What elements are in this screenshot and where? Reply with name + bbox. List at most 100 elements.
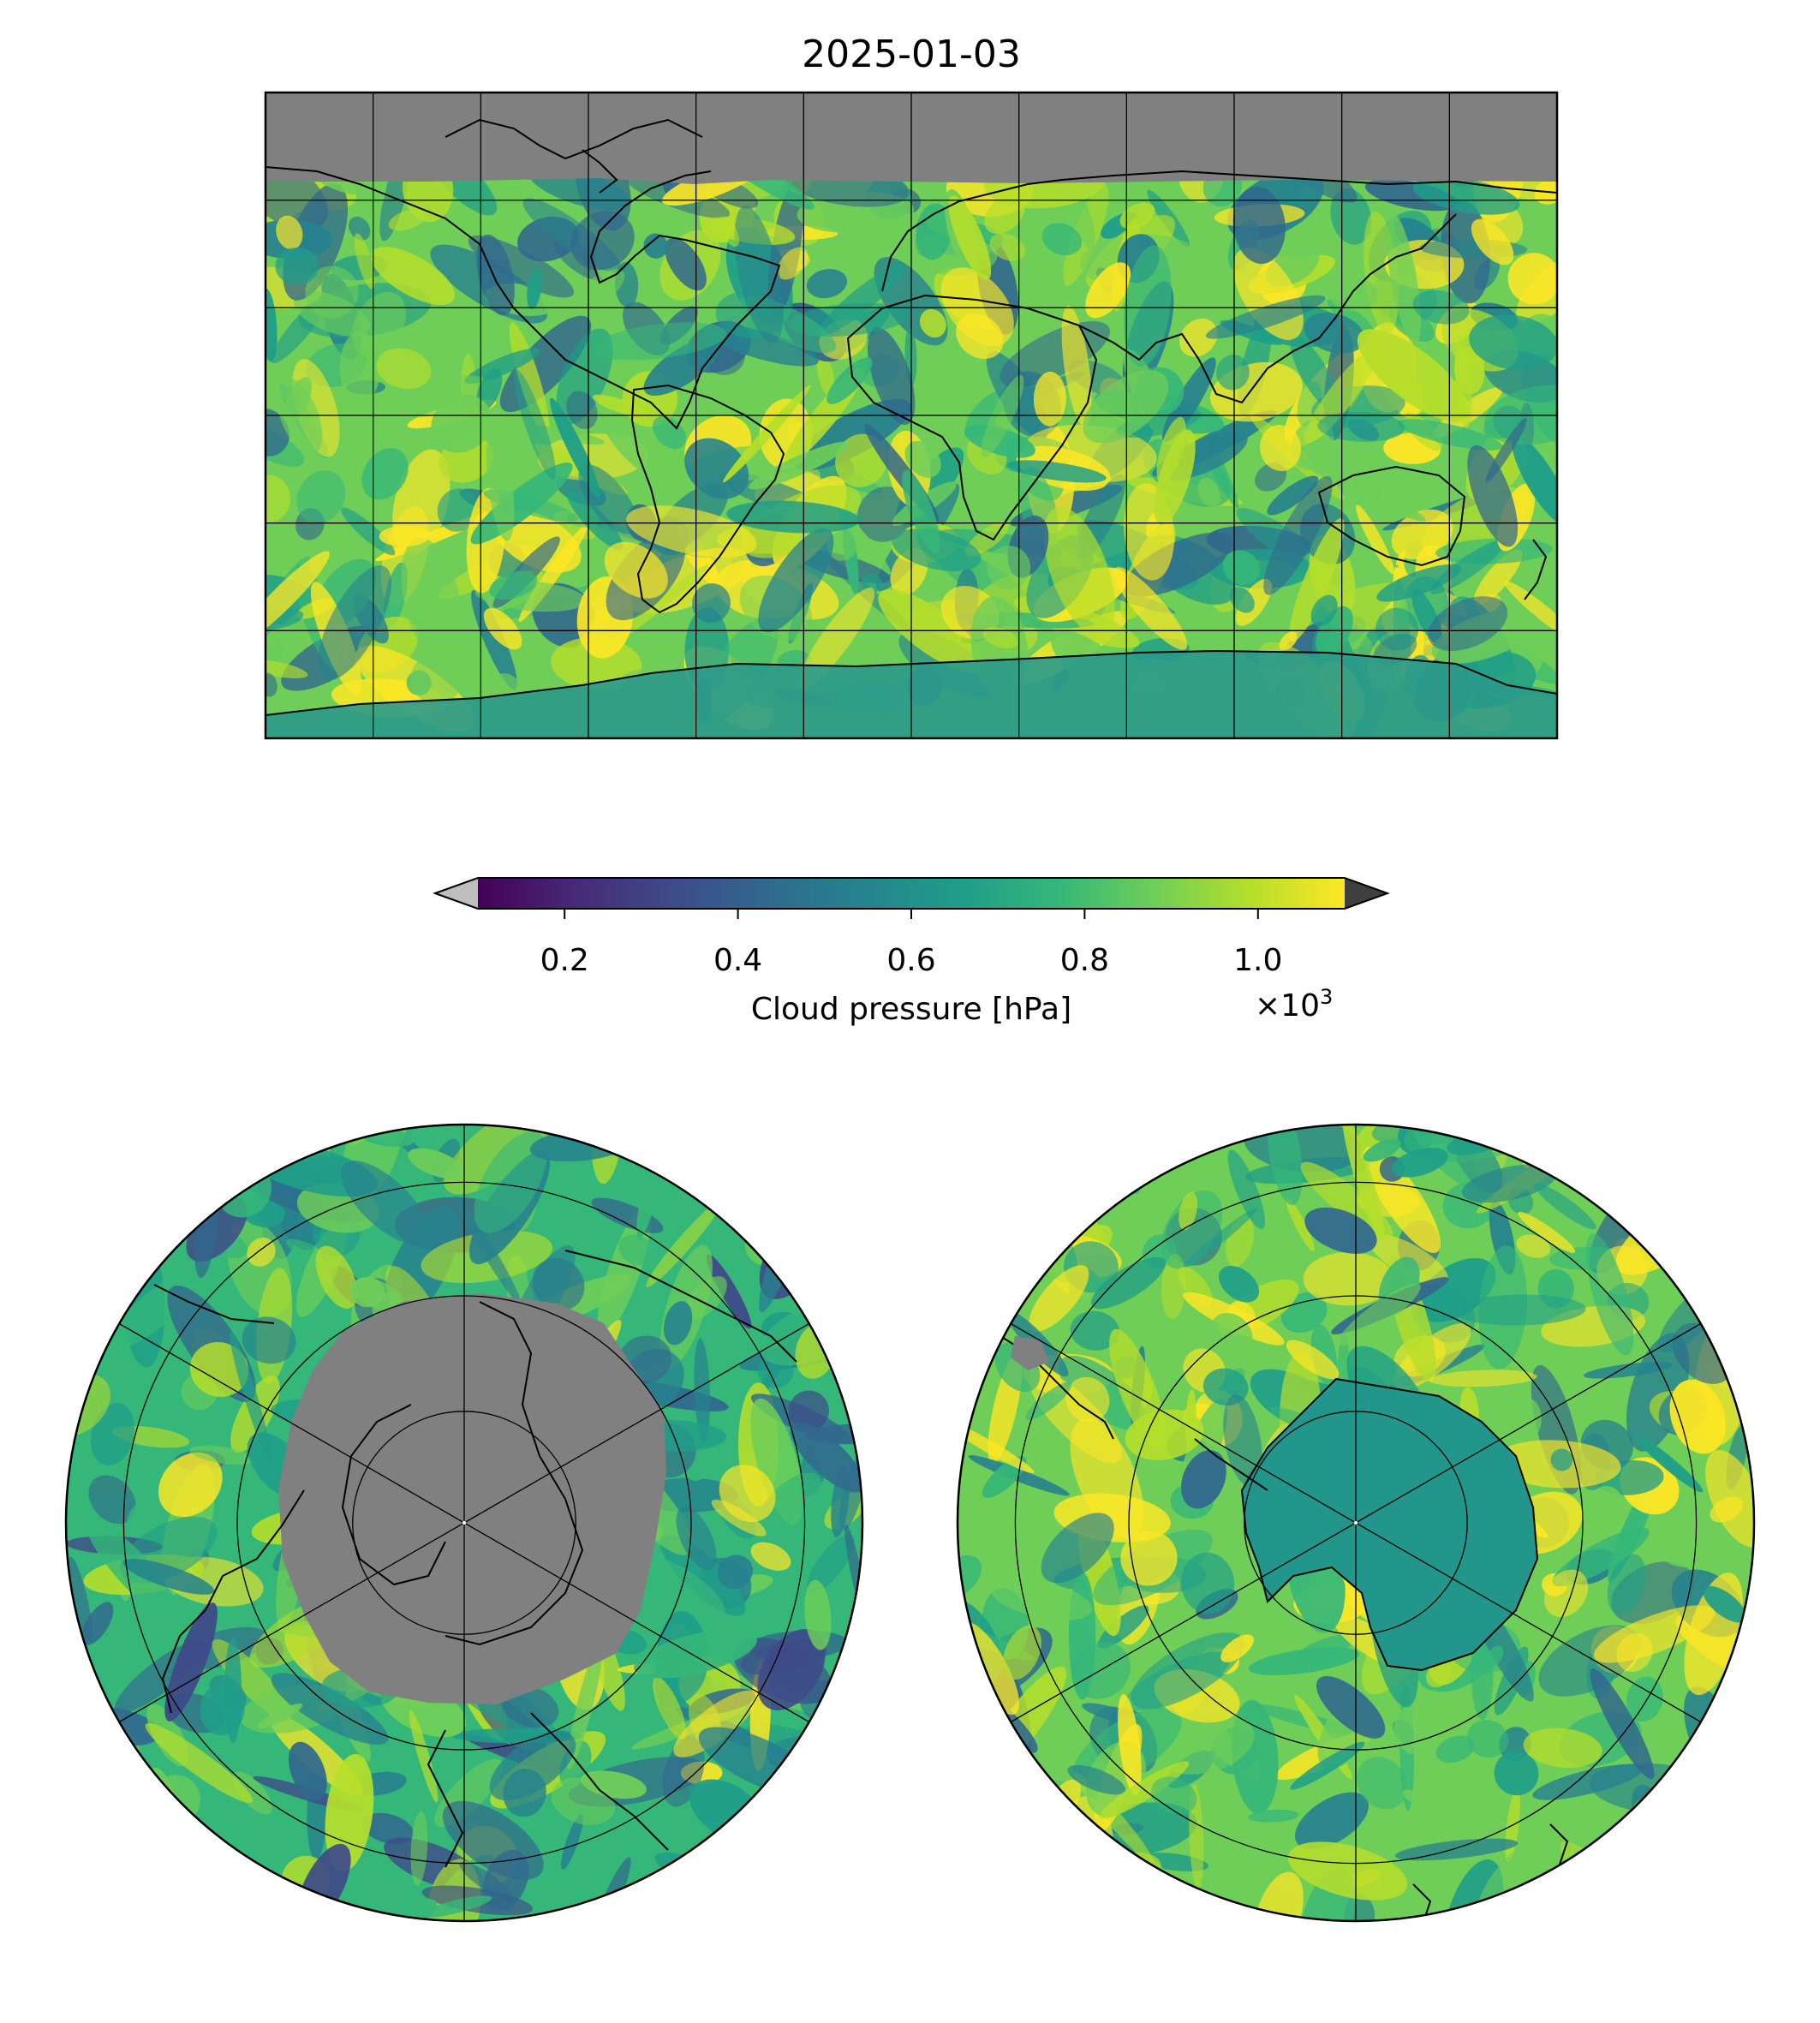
colorbar-extend-over	[1345, 878, 1387, 909]
cloud-patch	[1516, 1234, 1551, 1258]
cloud-patch	[1593, 1605, 1716, 1663]
cloud-patch	[618, 1234, 655, 1267]
cloud-patch	[1355, 443, 1377, 470]
cloud-patch	[266, 659, 308, 679]
cloud-patch	[1118, 1694, 1142, 1796]
cloud-patch	[1263, 475, 1333, 595]
cloud-patch	[807, 1534, 855, 1593]
cloud-patch	[1101, 1837, 1129, 1921]
cloud-patch	[1287, 1841, 1408, 1901]
meridian-line	[1355, 1522, 1702, 1723]
cloud-patch	[1248, 1809, 1299, 1823]
cloud-patch	[1623, 1877, 1712, 1921]
cloud-patch	[120, 1879, 214, 1921]
cloud-patch	[431, 395, 492, 453]
cloud-patch	[354, 233, 375, 289]
north-missing-data-region	[278, 1293, 666, 1704]
cloud-patch	[1723, 1216, 1754, 1314]
cloud-patch	[777, 247, 809, 280]
cloud-patch	[1698, 1215, 1754, 1289]
cloud-patch	[1295, 1792, 1369, 1850]
south-polar-map	[956, 1123, 1756, 1923]
cloud-patch	[410, 1811, 428, 1886]
cloud-patch	[673, 1690, 758, 1757]
cloud-patch	[916, 203, 952, 260]
cloud-patch	[1300, 1161, 1393, 1239]
cloud-patch	[1428, 596, 1508, 652]
global-gridlines	[266, 92, 1557, 738]
cloud-patch	[184, 1829, 203, 1871]
cloud-patch	[566, 391, 598, 430]
cloud-patch	[474, 1131, 547, 1233]
cloud-patch	[721, 220, 740, 248]
cloud-patch	[1151, 1776, 1197, 1815]
meridian-line	[463, 1322, 810, 1524]
cloud-patch	[826, 357, 873, 404]
cloud-patch	[1607, 1554, 1646, 1615]
cloud-patch	[878, 589, 987, 673]
cloud-patch	[1293, 1634, 1353, 1665]
cloud-patch	[1398, 419, 1503, 451]
cloud-patch	[122, 1558, 215, 1595]
cloud-patch	[749, 441, 850, 490]
cloud-patch	[1005, 1898, 1033, 1921]
cloud-patch	[809, 1772, 862, 1860]
cloud-patch	[1043, 506, 1115, 637]
cloud-patch	[1120, 1531, 1178, 1586]
cloud-patch	[1040, 1829, 1095, 1887]
cloud-patch	[486, 428, 515, 541]
cloud-patch	[643, 233, 668, 259]
cloud-patch	[1357, 329, 1470, 422]
cloud-patch	[520, 1805, 576, 1914]
pole-marker	[462, 1521, 466, 1525]
cloud-patch	[684, 438, 749, 499]
cloud-patch	[989, 233, 1026, 261]
cloud-patch	[1394, 1838, 1519, 1861]
cloud-patch	[289, 1741, 327, 1801]
cloud-patch	[1523, 1728, 1602, 1768]
cloud-patch	[1070, 1310, 1119, 1351]
cloud-patch	[692, 583, 731, 624]
cloud-patch	[958, 1826, 1025, 1883]
cloud-patch	[181, 1125, 224, 1161]
cloud-patch	[758, 528, 834, 633]
cloud-patch	[778, 1131, 827, 1156]
cloud-patch	[471, 589, 517, 690]
cloud-patch	[247, 1238, 276, 1267]
meridian-line	[118, 1322, 465, 1524]
cloud-patch	[868, 327, 916, 425]
cloud-patch	[1467, 445, 1519, 547]
cloud-patch	[1289, 517, 1345, 642]
cloud-patch	[1029, 1265, 1089, 1332]
cloud-patch	[1678, 1889, 1717, 1921]
cloud-patch	[266, 474, 291, 523]
cloud-patch	[717, 1555, 753, 1590]
cloud-patch	[1682, 1125, 1728, 1155]
cloud-patch	[1131, 1632, 1244, 1710]
colorbar-multiplier: ×103	[1255, 985, 1333, 1023]
cloud-patch	[703, 324, 819, 367]
cloud-patch	[768, 1129, 815, 1149]
cloud-patch	[748, 1798, 800, 1840]
cloud-patch	[750, 1542, 791, 1571]
cloud-patch	[982, 626, 1018, 649]
cloud-patch	[242, 1316, 296, 1364]
cloud-patch	[1066, 1189, 1107, 1212]
cloud-patch	[1504, 581, 1557, 642]
cloud-patch	[643, 337, 721, 396]
cloud-patch	[476, 368, 503, 412]
cloud-patch	[1561, 1888, 1610, 1921]
cloud-patch	[189, 1445, 255, 1465]
cloud-patch	[135, 1179, 182, 1231]
cloud-patch	[919, 308, 946, 338]
cloud-patch	[1494, 1751, 1539, 1796]
cloud-patch	[1386, 212, 1421, 344]
cloud-patch	[593, 394, 649, 418]
cloud-patch	[1154, 429, 1196, 526]
cloud-patch	[1560, 1841, 1656, 1921]
cloud-patch	[296, 470, 346, 524]
cloud-patch	[1653, 1527, 1715, 1568]
cloud-patch	[788, 1390, 829, 1431]
cloud-patch	[444, 1125, 559, 1195]
cloud-patch	[1218, 1265, 1260, 1303]
